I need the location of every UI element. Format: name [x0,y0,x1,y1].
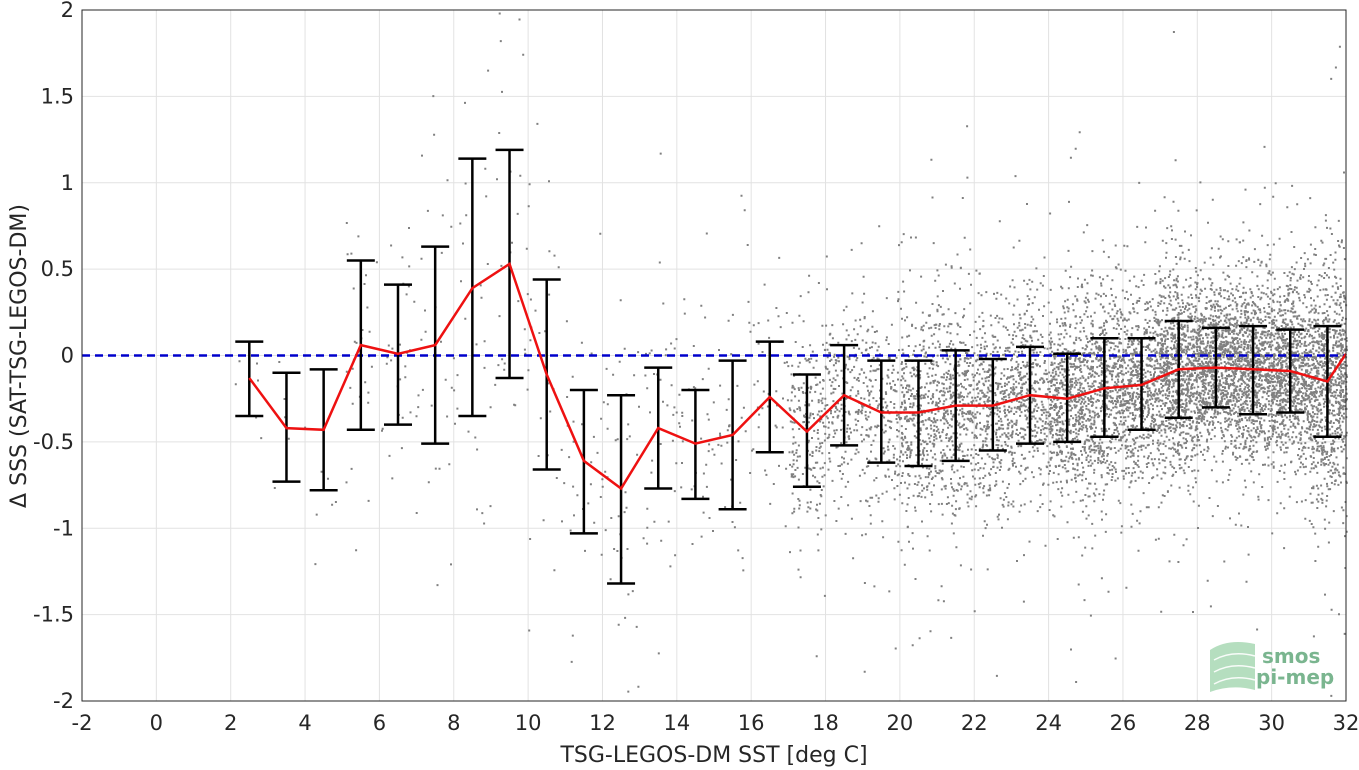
x-axis-label: TSG-LEGOS-DM SST [deg C] [559,743,867,768]
error-bars [235,148,1342,585]
y-tick-label: 2 [61,0,74,22]
x-tick-label: 18 [812,711,839,735]
x-tick-label: 8 [447,711,460,735]
smos-pimep-logo: smos pi-mep [1210,642,1334,692]
y-tick-label: 0.5 [41,257,74,281]
x-tick-label: 6 [373,711,386,735]
x-tick-label: 30 [1258,711,1285,735]
x-tick-label: 28 [1184,711,1211,735]
x-tick-label: 2 [224,711,237,735]
x-tick-label: 4 [298,711,311,735]
y-tick-label: 1.5 [41,84,74,108]
y-tick-label: -1.5 [33,603,74,627]
x-tick-label: 26 [1110,711,1137,735]
x-tick-label: 12 [589,711,616,735]
y-tick-labels: -2 -1.5 -1 -0.5 0 0.5 1 1.5 2 [33,0,74,713]
logo-text-pimep: pi-mep [1256,665,1334,689]
y-tick-label: -0.5 [33,430,74,454]
y-tick-label: -2 [53,689,74,713]
x-tick-label: 22 [961,711,988,735]
x-tick-label: 14 [663,711,690,735]
y-tick-label: -1 [53,516,74,540]
x-tick-label: 16 [738,711,765,735]
y-tick-label: 1 [61,171,74,195]
x-tick-label: 20 [887,711,914,735]
x-tick-label: -2 [72,711,93,735]
plot-frame [81,9,1347,702]
x-tick-labels: -2 0 2 4 6 8 10 12 14 16 18 20 22 24 26 28 30 32 [72,711,1359,735]
logo-text-smos: smos [1262,644,1320,668]
x-tick-label: 32 [1333,711,1359,735]
y-tick-label: 0 [61,344,74,368]
y-axis-label: Δ SSS (SAT-TSG-LEGOS-DM) [7,204,32,508]
x-tick-label: 0 [150,711,163,735]
mean-line [248,261,1348,491]
x-tick-label: 24 [1035,711,1062,735]
x-tick-label: 10 [515,711,542,735]
